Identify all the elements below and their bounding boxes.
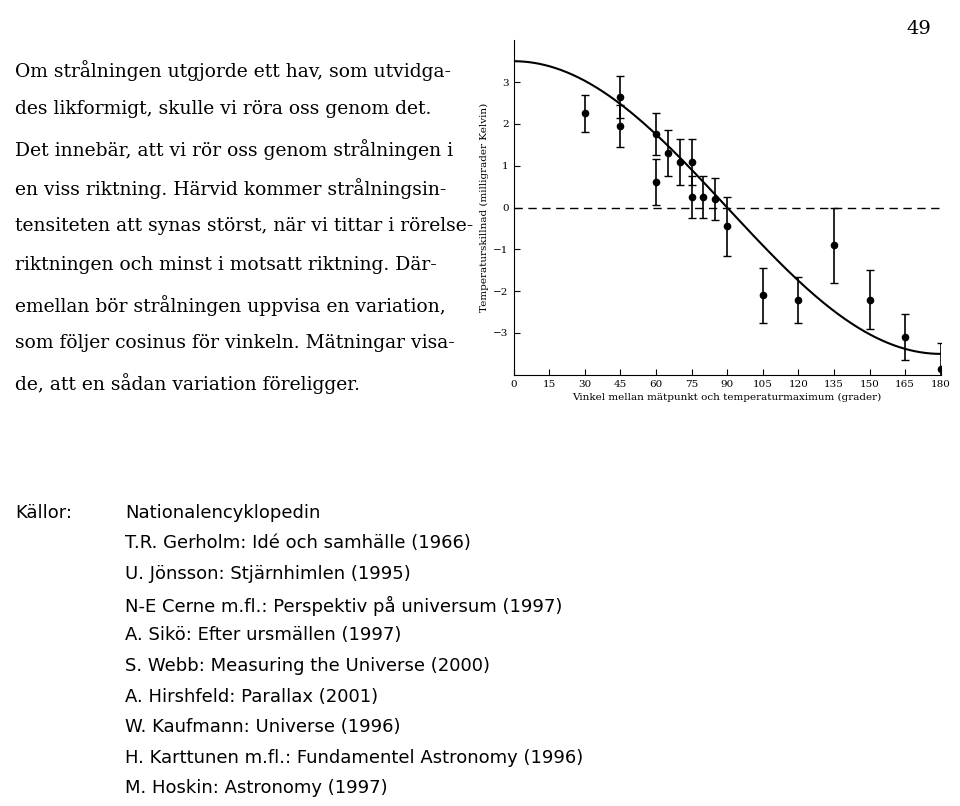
Text: de, att en sådan variation föreligger.: de, att en sådan variation föreligger.: [15, 373, 360, 394]
Text: en viss riktning. Härvid kommer strålningsin-: en viss riktning. Härvid kommer strålnin…: [15, 177, 446, 198]
Text: T.R. Gerholm: Idé och samhälle (1966): T.R. Gerholm: Idé och samhälle (1966): [125, 534, 470, 552]
Text: W. Kaufmann: Universe (1996): W. Kaufmann: Universe (1996): [125, 718, 400, 736]
Text: A. Sikö: Efter ursmällen (1997): A. Sikö: Efter ursmällen (1997): [125, 626, 401, 644]
Text: riktningen och minst i motsatt riktning. Där-: riktningen och minst i motsatt riktning.…: [15, 256, 437, 274]
Text: U. Jönsson: Stjärnhimlen (1995): U. Jönsson: Stjärnhimlen (1995): [125, 565, 411, 583]
Text: M. Hoskin: Astronomy (1997): M. Hoskin: Astronomy (1997): [125, 779, 388, 797]
Text: N-E Cerne m.fl.: Perspektiv på universum (1997): N-E Cerne m.fl.: Perspektiv på universum…: [125, 596, 563, 616]
Text: A. Hirshfeld: Parallax (2001): A. Hirshfeld: Parallax (2001): [125, 688, 378, 705]
Text: som följer cosinus för vinkeln. Mätningar visa-: som följer cosinus för vinkeln. Mätninga…: [15, 334, 455, 352]
Text: des likformigt, skulle vi röra oss genom det.: des likformigt, skulle vi röra oss genom…: [15, 99, 432, 118]
Text: S. Webb: Measuring the Universe (2000): S. Webb: Measuring the Universe (2000): [125, 657, 490, 675]
Text: emellan bör strålningen uppvisa en variation,: emellan bör strålningen uppvisa en varia…: [15, 295, 446, 316]
X-axis label: Vinkel mellan mätpunkt och temperaturmaximum (grader): Vinkel mellan mätpunkt och temperaturmax…: [572, 393, 882, 402]
Text: H. Karttunen m.fl.: Fundamentel Astronomy (1996): H. Karttunen m.fl.: Fundamentel Astronom…: [125, 749, 583, 767]
Text: Det innebär, att vi rör oss genom strålningen i: Det innebär, att vi rör oss genom stråln…: [15, 139, 453, 160]
Y-axis label: Temperaturskillnad (milligrader Kelvin): Temperaturskillnad (milligrader Kelvin): [480, 103, 490, 312]
Text: Nationalencyklopedin: Nationalencyklopedin: [125, 504, 321, 521]
Text: tensiteten att synas störst, när vi tittar i rörelse-: tensiteten att synas störst, när vi titt…: [15, 217, 473, 235]
Text: Om strålningen utgjorde ett hav, som utvidga-: Om strålningen utgjorde ett hav, som utv…: [15, 60, 451, 81]
Text: 49: 49: [906, 20, 931, 38]
Text: Källor:: Källor:: [15, 504, 72, 521]
